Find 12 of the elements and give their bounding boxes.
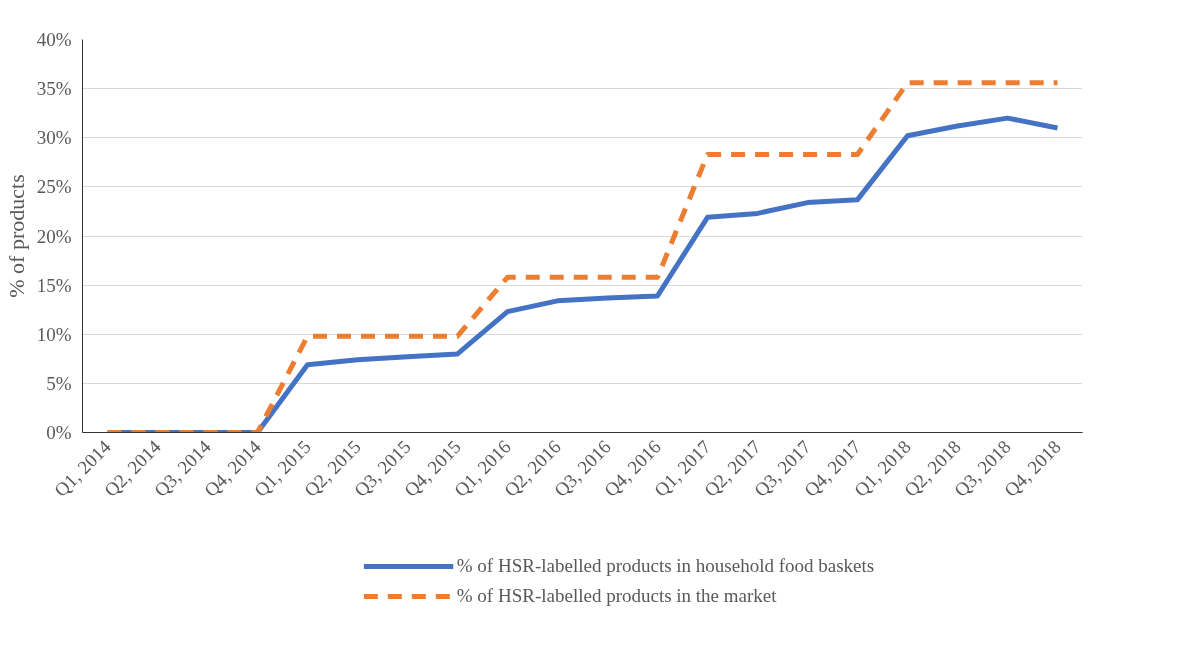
y-tick-label: 5%: [46, 372, 72, 394]
y-tick-label: 10%: [36, 323, 72, 345]
y-tick-label: 40%: [36, 29, 72, 50]
y-tick-label: 35%: [36, 78, 72, 100]
y-tick-label: 0%: [46, 422, 72, 443]
legend-label: % of HSR-labelled products in household food baskets: [456, 555, 875, 577]
legend-label: % of HSR-labelled products in the market: [456, 585, 777, 607]
y-tick-label: 30%: [36, 127, 72, 149]
y-tick-label: 20%: [36, 225, 72, 247]
y-tick-label: 25%: [36, 176, 72, 198]
y-tick-label: 15%: [36, 274, 72, 296]
y-axis-title: % of products: [3, 174, 29, 298]
